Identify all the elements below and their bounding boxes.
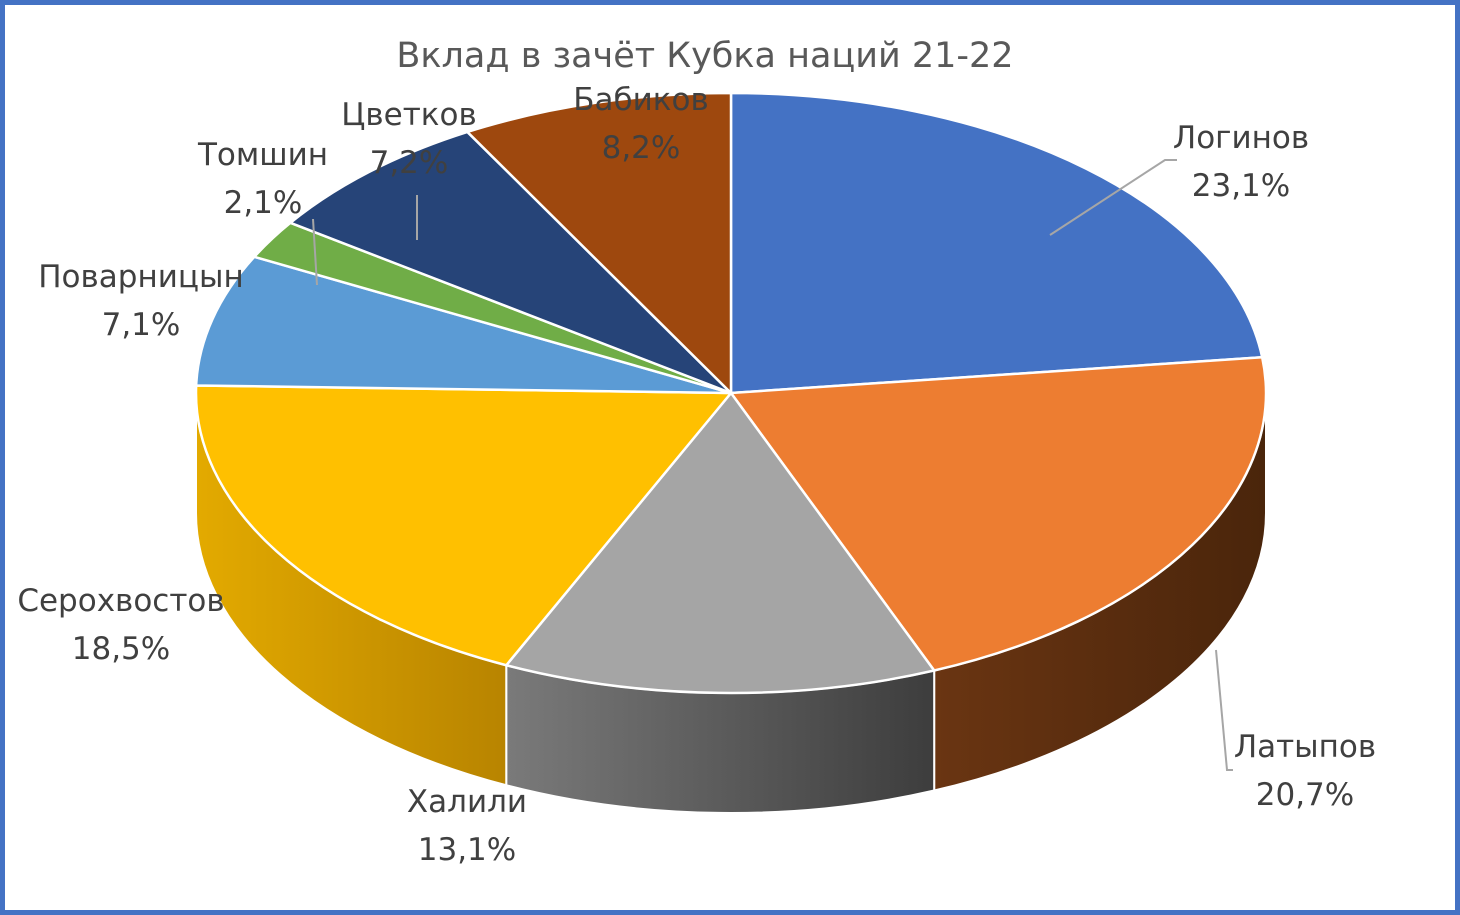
slice-value-label: 18,5% <box>72 631 170 667</box>
leader-line-0 <box>1049 159 1177 236</box>
pie-chart: Логинов 23,1% Латыпов 20,7% Халили 13,1% Серох… <box>17 36 1376 868</box>
leader-lines <box>312 159 1233 771</box>
slice-name-label: Томшин <box>197 137 328 173</box>
slice-name-label: Серохвостов <box>17 583 224 619</box>
slice-name-label: Латыпов <box>1234 729 1376 765</box>
slice-value-label: 20,7% <box>1256 777 1354 813</box>
leader-line-1 <box>1215 649 1233 771</box>
slice-value-label: 23,1% <box>1192 168 1290 204</box>
slice-name-label: Цветков <box>341 97 476 133</box>
slice-value-label: 7,1% <box>102 307 181 343</box>
pie-slice-3[interactable] <box>194 384 733 667</box>
slice-value-label: 7,2% <box>370 145 449 181</box>
pie-slice-6[interactable] <box>289 130 733 395</box>
slice-name-label: Поварницын <box>38 259 243 295</box>
slice-value-label: 2,1% <box>224 185 303 221</box>
chart-title: Вклад в зачёт Кубка наций 21-22 <box>396 36 1013 76</box>
pie-tops <box>194 91 1268 695</box>
slice-name-label: Логинов <box>1173 120 1309 156</box>
pie-slice-2[interactable] <box>505 391 936 695</box>
slice-name-label: Халили <box>407 784 527 820</box>
slice-labels: Логинов 23,1% Латыпов 20,7% Халили 13,1% Серох… <box>17 82 1376 868</box>
pie-slice-1[interactable] <box>729 356 1268 672</box>
pie-slice-7[interactable] <box>466 91 733 395</box>
slice-name-label: Бабиков <box>573 82 709 118</box>
pie-slice-4[interactable] <box>194 255 733 395</box>
slice-value-label: 13,1% <box>418 832 516 868</box>
leader-line-5 <box>312 218 318 286</box>
pie-slice-0[interactable] <box>729 91 1264 395</box>
slice-value-label: 8,2% <box>602 130 681 166</box>
